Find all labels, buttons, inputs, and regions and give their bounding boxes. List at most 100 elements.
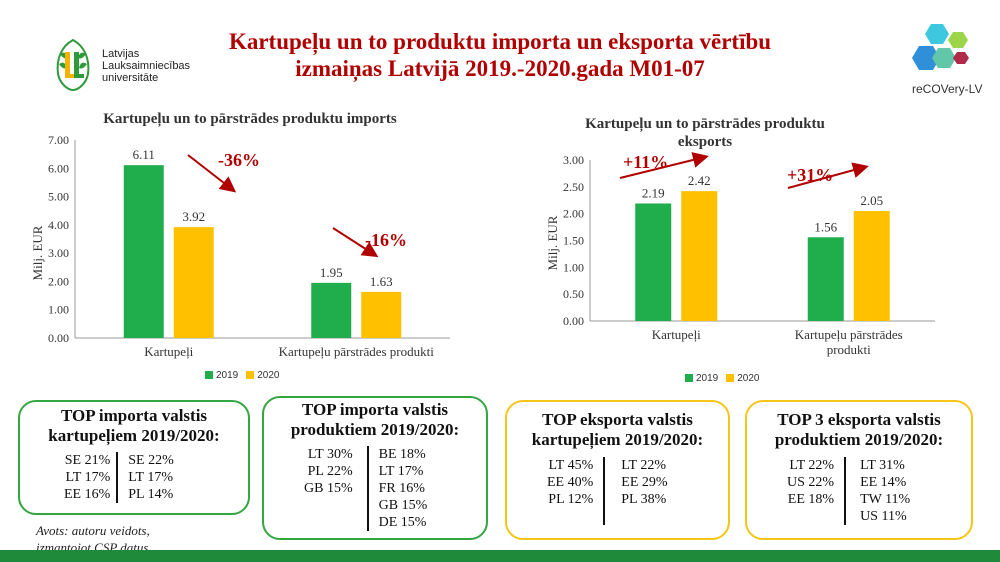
country-share: PL 12% <box>548 492 594 507</box>
country-share: LT 17% <box>128 470 173 485</box>
box-title-line: TOP 3 eksporta valstis <box>777 410 941 429</box>
y-tick-label: 2.00 <box>48 274 69 288</box>
data-label: 2.05 <box>860 193 883 208</box>
exports-chart: Kartupeļu un to pārstrādes produktu eksp… <box>535 105 975 395</box>
logo-line: Latvijas <box>102 48 140 60</box>
y-tick-label: 0.50 <box>563 287 584 301</box>
box-title: TOP 3 eksporta valstis produktiem 2019/2… <box>747 410 971 450</box>
bar-2019 <box>635 203 672 321</box>
llu-emblem-icon <box>56 38 90 92</box>
imports-annotation-produkti: -16% <box>365 230 407 250</box>
y-tick-label: 0.00 <box>563 314 584 328</box>
country-share: LT 22% <box>621 458 666 473</box>
country-share: LT 17% <box>378 464 424 479</box>
logo-line: Lauksaimniecības <box>102 60 191 72</box>
legend-swatch-2020 <box>726 374 735 383</box>
country-share: EE 40% <box>547 475 594 490</box>
country-share: PL 14% <box>128 487 174 502</box>
imports-legend: 2019 2020 <box>205 370 280 381</box>
x-tick-label: Kartupeļu pārstrādes produkti <box>279 344 435 359</box>
legend-swatch-2019 <box>205 371 213 380</box>
legend-label: 2020 <box>737 373 760 384</box>
llu-logo-text: Latvijas Lauksaimniecības universitāte <box>102 48 190 84</box>
box-title-line: kartupeļiem 2019/2020: <box>48 426 220 445</box>
imports-annotation-kartupeli: -36% <box>218 150 260 170</box>
bar-2020 <box>361 291 402 338</box>
trend-arrow <box>332 227 379 258</box>
recovery-label: reCOVery-LV <box>912 82 983 96</box>
legend-label: 2019 <box>696 373 719 384</box>
bar-2020 <box>853 210 890 321</box>
country-share: LT 22% <box>789 458 835 473</box>
box-col-2020: BE 18% LT 17% FR 16% GB 15% DE 15% <box>366 446 428 531</box>
box-col-2020: SE 22% LT 17% PL 14% <box>116 452 174 503</box>
llu-logo: Latvijas Lauksaimniecības universitāte <box>50 36 205 94</box>
imports-chart: Kartupeļu un to pārstrādes produktu impo… <box>20 105 460 395</box>
bottom-bar <box>0 550 1000 562</box>
box-col-2019: LT 45% EE 40% PL 12% <box>547 457 603 525</box>
y-tick-label: 4.00 <box>48 218 69 232</box>
country-share: EE 14% <box>860 475 907 490</box>
recovery-logo <box>905 18 995 98</box>
country-share: US 22% <box>787 475 835 490</box>
box-title: TOP eksporta valstis kartupeļiem 2019/20… <box>507 410 728 450</box>
y-tick-label: 6.00 <box>48 161 69 175</box>
country-share: US 11% <box>860 509 907 524</box>
bar-2020 <box>173 227 214 338</box>
exports-chart-plot: 0.00 0.50 1.00 1.50 2.00 2.50 3.00 Kartupeļi 2.1… <box>563 152 935 357</box>
trend-arrow <box>787 162 869 189</box>
box-col-2019: SE 21% LT 17% EE 16% <box>64 452 116 503</box>
y-tick-label: 2.50 <box>563 180 584 194</box>
hexagon-cluster-icon <box>912 24 969 70</box>
y-tick-label: 2.00 <box>563 207 584 221</box>
exports-annotation-kartupeli: +11% <box>623 152 669 172</box>
exports-annotation-produkti: +31% <box>787 165 834 185</box>
country-share: GB 15% <box>378 498 428 513</box>
legend-label: 2020 <box>257 370 280 381</box>
box-columns: LT 45% EE 40% PL 12% LT 22% EE 29% PL 38… <box>547 457 668 525</box>
box-col-2020: LT 31% EE 14% TW 11% US 11% <box>844 457 910 525</box>
legend-swatch-2020 <box>246 371 255 380</box>
country-share: SE 22% <box>128 453 174 468</box>
imports-chart-plot: 0.00 1.00 2.00 3.00 4.00 5.00 6.00 7.00 Kartupeļ… <box>48 133 450 359</box>
bar-2019 <box>311 282 352 338</box>
legend-label: 2019 <box>216 370 239 381</box>
exports-legend: 2019 2020 <box>685 373 760 384</box>
data-label: 6.11 <box>133 147 155 162</box>
x-tick-label: Kartupeļi <box>144 344 193 359</box>
x-tick-label: Kartupeļu pārstrādes <box>795 327 903 342</box>
exports-chart-title: Kartupeļu un to pārstrādes produktu eksp… <box>555 115 855 151</box>
box-columns: LT 22% US 22% EE 18% LT 31% EE 14% TW 11… <box>787 457 910 525</box>
top-import-potatoes-box: TOP importa valstis kartupeļiem 2019/202… <box>18 400 250 515</box>
country-share: EE 18% <box>787 492 835 507</box>
y-tick-label: 0.00 <box>48 331 69 345</box>
box-title: TOP importa valstis kartupeļiem 2019/202… <box>20 406 248 446</box>
box-title-line: TOP importa valstis <box>60 406 208 425</box>
data-label: 3.92 <box>182 209 205 224</box>
legend-item-2020: 2020 <box>246 370 280 381</box>
top-import-products-box: TOP importa valstis produktiem 2019/2020… <box>262 396 488 540</box>
x-tick-label: Kartupeļi <box>652 327 701 342</box>
country-share: TW 11% <box>860 492 911 507</box>
box-title-line: kartupeļiem 2019/2020: <box>531 430 704 449</box>
y-tick-label: 7.00 <box>48 133 69 147</box>
y-tick-label: 1.50 <box>563 234 584 248</box>
country-share: EE 29% <box>621 475 668 490</box>
box-col-2020: LT 22% EE 29% PL 38% <box>603 457 668 525</box>
legend-item-2019: 2019 <box>205 370 238 381</box>
data-label: 1.63 <box>370 274 393 289</box>
top3-export-products-box: TOP 3 eksporta valstis produktiem 2019/2… <box>745 400 973 540</box>
country-share: GB 15% <box>304 481 353 496</box>
page-title-line: Kartupeļu un to produktu importa un eksp… <box>228 29 772 54</box>
box-title-line: produktiem 2019/2020: <box>774 430 944 449</box>
box-col-2019: LT 22% US 22% EE 18% <box>787 457 844 525</box>
imports-chart-title: Kartupeļu un to pārstrādes produktu impo… <box>103 111 397 127</box>
trend-arrow <box>619 152 709 179</box>
exports-chart-title-line: eksports <box>677 134 733 150</box>
bar-2020 <box>681 191 718 321</box>
data-label: 1.95 <box>320 265 343 280</box>
country-share: LT 31% <box>860 458 905 473</box>
box-columns: LT 30% PL 22% GB 15% BE 18% LT 17% FR 16… <box>304 446 427 531</box>
y-tick-label: 5.00 <box>48 190 69 204</box>
bar-2019 <box>123 165 164 338</box>
